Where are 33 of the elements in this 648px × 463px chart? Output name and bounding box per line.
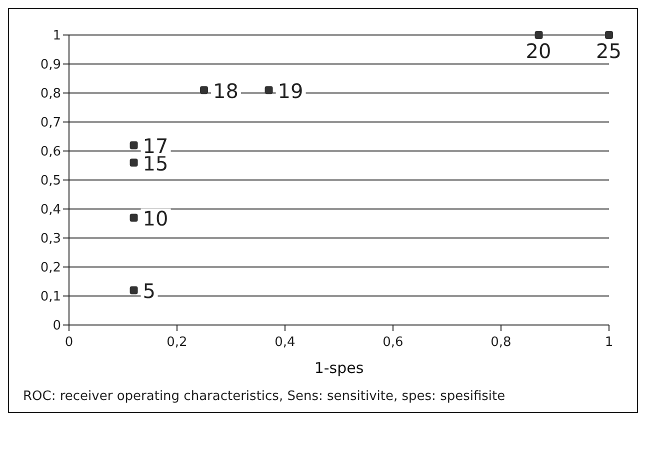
y-tick-label: 0,8 <box>40 86 61 102</box>
point <box>605 31 613 39</box>
y-tick-label: 0 <box>52 318 61 334</box>
annotation: 18 <box>213 79 238 104</box>
x-tick-label: 0,6 <box>382 335 404 350</box>
y-tick-label: 0,3 <box>40 232 61 247</box>
y-tick-label: 0,1 <box>40 290 61 305</box>
y-tick-label: 0,6 <box>40 144 61 160</box>
y-tick-label: 0,4 <box>40 202 61 218</box>
annotation: 20 <box>526 39 552 63</box>
y-tick-label: 0,9 <box>40 58 61 73</box>
x-tick-label: 1 <box>604 335 614 350</box>
y-tick-label: 0,5 <box>40 174 61 189</box>
x-tick-label: 0,8 <box>490 335 512 350</box>
x-tick-label: 0,4 <box>274 335 296 350</box>
text: ROC: receiver operating characteristics, Sens: sensitivite, spes: spesifisite <box>22 388 506 404</box>
x-tick-label: 0,2 <box>166 335 188 350</box>
annotation: 5 <box>142 279 156 304</box>
annotation: 19 <box>278 79 304 104</box>
point <box>130 214 138 222</box>
annotation: 10 <box>142 206 168 231</box>
x-axis-title: 1-spes <box>314 359 364 377</box>
y-tick-label: 0,7 <box>40 116 61 131</box>
point <box>130 286 138 294</box>
point <box>130 158 138 167</box>
point <box>534 31 543 39</box>
point <box>130 141 138 150</box>
point <box>200 86 208 94</box>
annotation: 25 <box>596 39 622 63</box>
x-tick-label: 0 <box>64 335 74 350</box>
y-tick-label: 1 <box>52 28 61 44</box>
point <box>264 86 273 94</box>
y-tick-label: 0,2 <box>40 260 61 276</box>
